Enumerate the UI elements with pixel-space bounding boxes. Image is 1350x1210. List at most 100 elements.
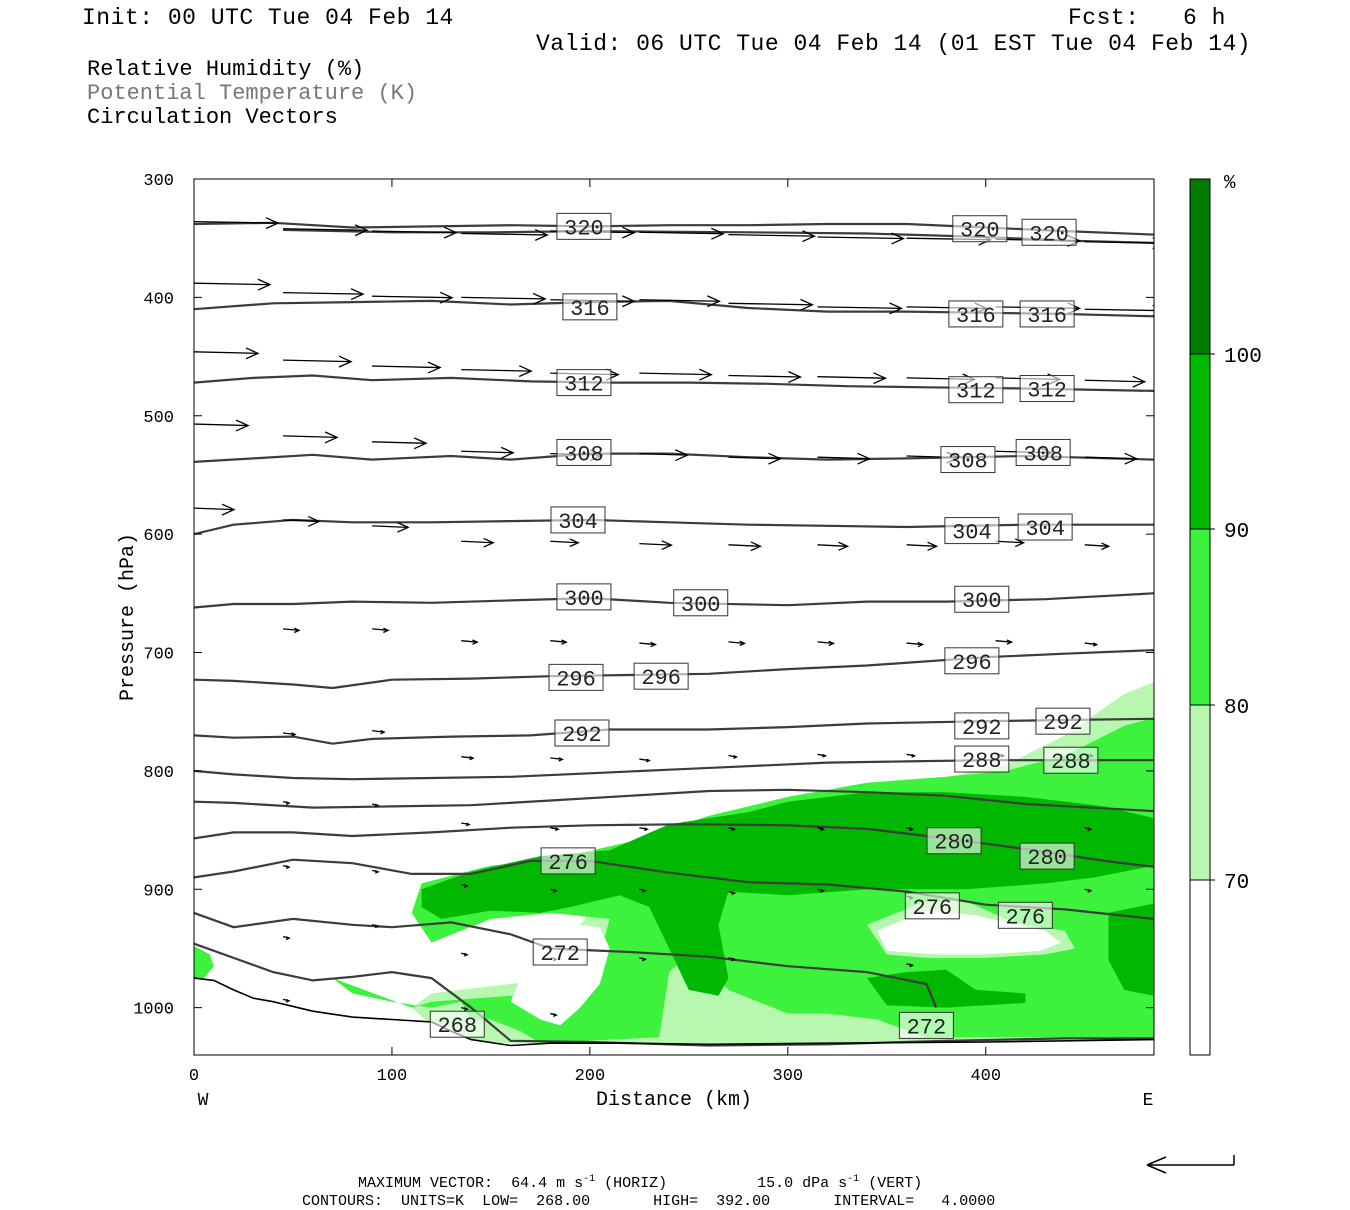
theta-label-box [556, 369, 612, 397]
vector-shaft [728, 544, 761, 547]
rh-below-70-patch [876, 910, 1061, 955]
contour-interval: 4.0000 [941, 1193, 996, 1210]
vector-head [909, 827, 915, 832]
max-vector-label: MAXIMUM VECTOR: [358, 1175, 494, 1192]
axes: 0 100 200 300 400 300 400 500 600 700 800 900 1000 [133, 172, 1154, 1086]
theta-label: 292 [1035, 707, 1091, 736]
theta-label-box [556, 583, 612, 611]
vector-shaft [550, 540, 579, 544]
theta-label: 288 [1043, 746, 1099, 775]
theta-label-text: 300 [681, 593, 721, 618]
vector-head [569, 538, 580, 548]
theta-label: 300 [954, 585, 1010, 614]
circulation-vector [639, 758, 651, 763]
theta-label: 320 [556, 212, 612, 241]
vector-shaft [728, 641, 745, 645]
vector-shaft [461, 540, 494, 544]
vector-head [731, 891, 737, 896]
vector-shaft [372, 295, 453, 299]
circulation-vector [283, 288, 365, 301]
theta-label-box [1019, 300, 1075, 328]
theta-contour-272 [194, 911, 938, 1009]
valid-time: Valid: 06 UTC Tue 04 Feb 14 (01 EST Tue … [536, 31, 1252, 57]
circulation-vector [282, 935, 291, 941]
theta-label-text: 280 [934, 831, 974, 856]
theta-label-text: 320 [1029, 222, 1069, 247]
circulation-vector [906, 541, 939, 551]
circulation-vector [372, 437, 428, 450]
theta-label: 288 [954, 745, 1010, 774]
theta-label-box [940, 446, 996, 474]
vector-shaft [194, 282, 271, 286]
theta-label-box [556, 438, 612, 466]
vector-head [374, 803, 380, 808]
theta-label: 272 [898, 1011, 954, 1040]
theta-label-box [954, 745, 1010, 773]
vector-head [911, 753, 917, 758]
theta-label: 292 [954, 712, 1010, 741]
vector-shaft [728, 374, 801, 378]
x-tick-label: 400 [970, 1067, 1001, 1086]
circulation-vector [906, 963, 915, 968]
circulation-vector [728, 957, 737, 962]
theta-label: 276 [904, 892, 960, 921]
vector-head [285, 998, 291, 1003]
vector-shaft [372, 441, 427, 444]
vector-head [235, 419, 250, 432]
circulation-vector [817, 452, 872, 465]
vector-head [1087, 888, 1093, 893]
circulation-vector [550, 827, 560, 832]
vector-head [891, 232, 906, 245]
circulation-vector [817, 372, 888, 385]
vector-shaft [817, 544, 848, 547]
vector-head [285, 865, 291, 870]
vector-shaft [1084, 544, 1109, 547]
theta-label: 280 [1019, 842, 1075, 871]
circulation-vector [283, 431, 339, 444]
colorbar-segment [1190, 354, 1210, 529]
vector-head [374, 924, 380, 929]
circulation-vector [194, 217, 280, 230]
theta-label-box [556, 212, 612, 240]
vector-shaft [817, 376, 886, 379]
colorbar-segment [1190, 529, 1210, 705]
circulation-vector [1084, 375, 1147, 388]
circulation-vector [194, 347, 260, 360]
circulation-vector [639, 227, 725, 240]
theta-label-box [948, 300, 1004, 328]
vector-shaft [194, 351, 259, 354]
vector-head [463, 952, 469, 957]
vector-shaft [372, 365, 441, 369]
circulation-vector [372, 729, 386, 735]
circulation-vector [728, 452, 783, 465]
vector-shaft [283, 228, 368, 231]
legend-rh: Relative Humidity (%) [87, 57, 365, 82]
x-tick-label: 300 [773, 1067, 804, 1086]
circulation-vector [282, 801, 291, 806]
theta-label-box [1035, 707, 1091, 735]
vector-head [472, 639, 479, 645]
circulation-vector [461, 755, 475, 761]
vector-head [532, 292, 547, 305]
vector-head [1101, 542, 1111, 551]
vector-head [285, 801, 291, 806]
vector-head [291, 732, 297, 737]
theta-label-text: 312 [1027, 379, 1067, 404]
contour-high: 392.00 [716, 1193, 771, 1210]
circulation-vector [817, 753, 828, 758]
vector-head [800, 298, 815, 311]
vector-head [443, 226, 458, 239]
forecast-hour: 6 h [1183, 5, 1226, 31]
y-tick-label: 500 [143, 409, 174, 428]
circulation-vector [461, 952, 469, 957]
vector-shaft [461, 450, 514, 454]
vector-shaft [283, 628, 300, 631]
vector-shaft [461, 368, 532, 372]
theta-label-box [926, 827, 982, 855]
vector-head [308, 515, 321, 527]
theta-label-box [554, 719, 610, 747]
theta-label-text: 304 [558, 510, 598, 535]
theta-contour-292 [194, 717, 1154, 745]
circulation-vector [639, 957, 647, 962]
circulation-vector [461, 883, 469, 888]
